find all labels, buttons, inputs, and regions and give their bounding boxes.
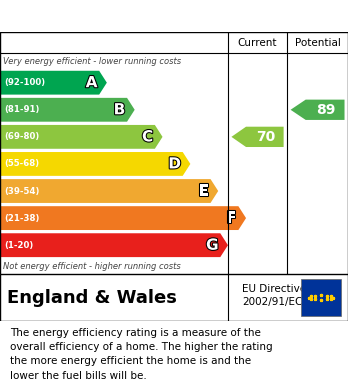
Text: (39-54): (39-54) xyxy=(4,187,40,196)
Text: (81-91): (81-91) xyxy=(4,105,40,114)
Text: 70: 70 xyxy=(256,130,275,144)
Polygon shape xyxy=(0,152,190,176)
Text: Potential: Potential xyxy=(295,38,340,48)
Text: D: D xyxy=(168,156,181,171)
Bar xyxy=(301,279,341,316)
Text: (92-100): (92-100) xyxy=(4,78,45,87)
Text: England & Wales: England & Wales xyxy=(7,289,177,307)
Text: B: B xyxy=(114,102,125,117)
Polygon shape xyxy=(0,98,135,122)
Polygon shape xyxy=(0,206,246,230)
Text: Current: Current xyxy=(238,38,277,48)
Text: Not energy efficient - higher running costs: Not energy efficient - higher running co… xyxy=(3,262,181,271)
Text: F: F xyxy=(226,211,237,226)
Polygon shape xyxy=(291,100,345,120)
Text: A: A xyxy=(86,75,97,90)
Text: EU Directive
2002/91/EC: EU Directive 2002/91/EC xyxy=(242,283,306,307)
Text: (55-68): (55-68) xyxy=(4,160,39,169)
Text: Very energy efficient - lower running costs: Very energy efficient - lower running co… xyxy=(3,57,182,66)
Text: E: E xyxy=(198,183,209,199)
Text: 89: 89 xyxy=(316,103,335,117)
Polygon shape xyxy=(0,179,218,203)
Polygon shape xyxy=(0,71,107,95)
Text: The energy efficiency rating is a measure of the
overall efficiency of a home. T: The energy efficiency rating is a measur… xyxy=(10,328,273,381)
Polygon shape xyxy=(231,127,284,147)
Text: (69-80): (69-80) xyxy=(4,133,39,142)
Polygon shape xyxy=(0,125,163,149)
Text: (1-20): (1-20) xyxy=(4,241,33,250)
Text: Energy Efficiency Rating: Energy Efficiency Rating xyxy=(9,9,230,24)
Polygon shape xyxy=(0,233,228,257)
Text: (21-38): (21-38) xyxy=(4,213,40,222)
Text: C: C xyxy=(142,129,153,144)
Text: G: G xyxy=(206,238,219,253)
